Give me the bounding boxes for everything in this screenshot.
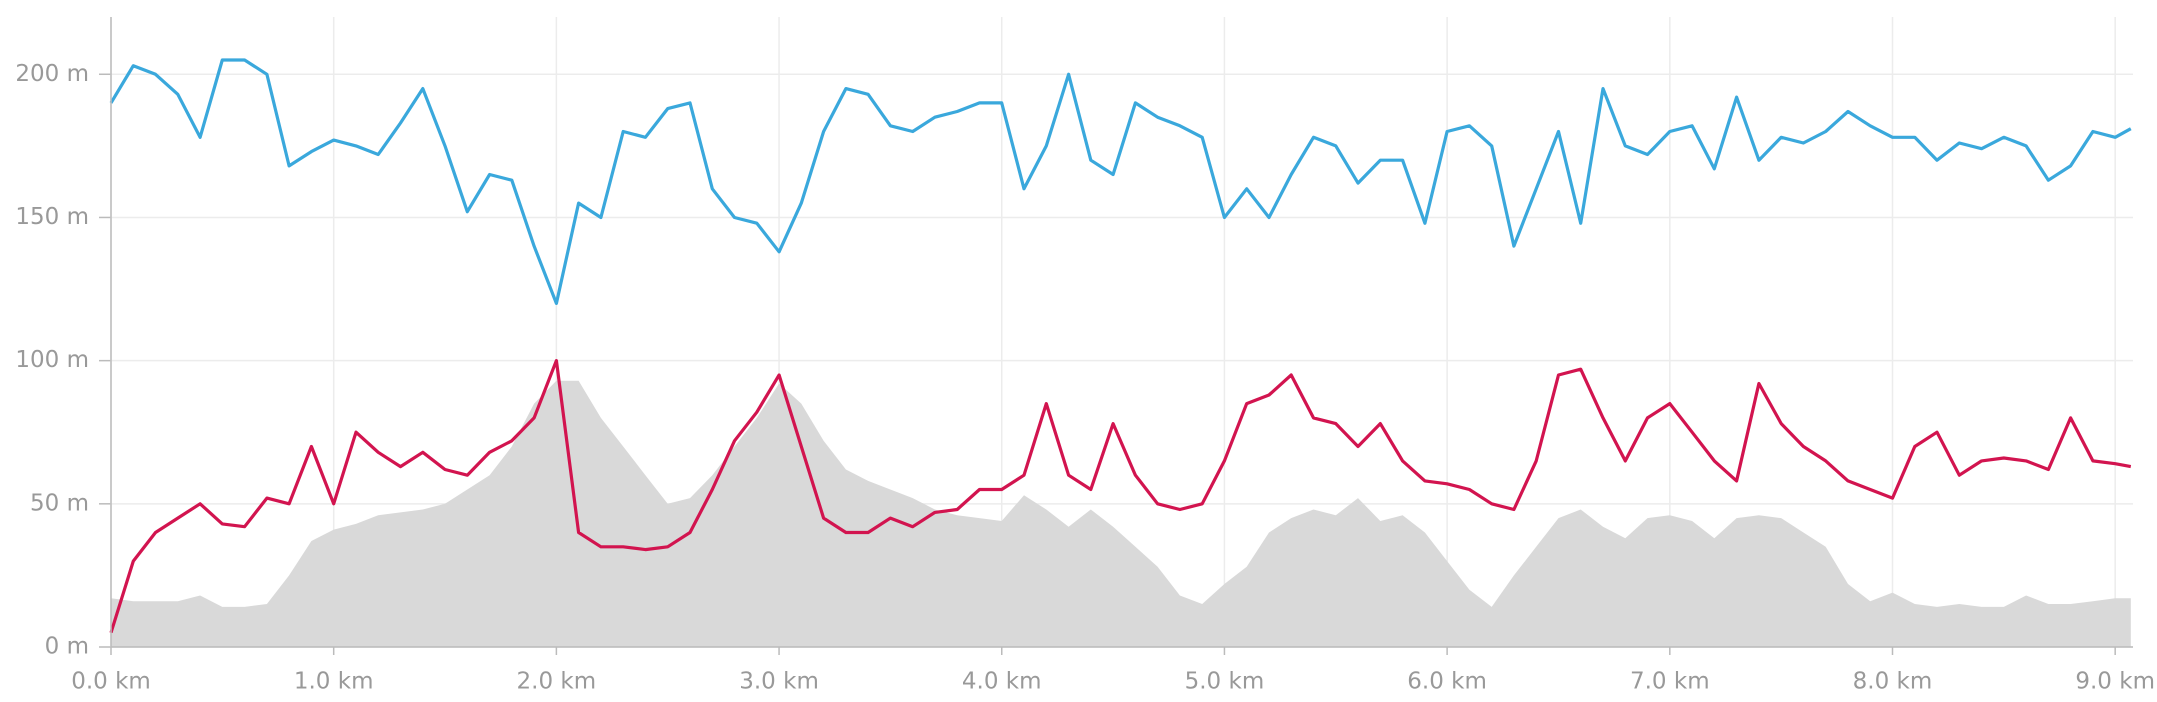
- x-tick-label: 8.0 km: [1853, 669, 1933, 695]
- line: [109, 359, 2132, 634]
- y-tick-label: 200 m: [15, 61, 89, 87]
- y-tick-label: 100 m: [15, 347, 89, 373]
- x-tick-label: 0.0 km: [71, 669, 151, 695]
- y-tick-label: 0 m: [45, 634, 89, 660]
- area: [111, 380, 2131, 647]
- x-tick-label: 4.0 km: [962, 669, 1042, 695]
- y-tick-label: 50 m: [30, 490, 89, 516]
- x-tick-label: 3.0 km: [739, 669, 819, 695]
- x-tick-label: 1.0 km: [294, 669, 374, 695]
- x-tick-label: 5.0 km: [1185, 669, 1265, 695]
- x-tick-label: 2.0 km: [517, 669, 597, 695]
- x-tick-label: 9.0 km: [2075, 669, 2155, 695]
- line: [109, 58, 2132, 305]
- y-tick-label: 150 m: [15, 204, 89, 230]
- x-tick-label: 7.0 km: [1630, 669, 1710, 695]
- x-tick-label: 6.0 km: [1407, 669, 1487, 695]
